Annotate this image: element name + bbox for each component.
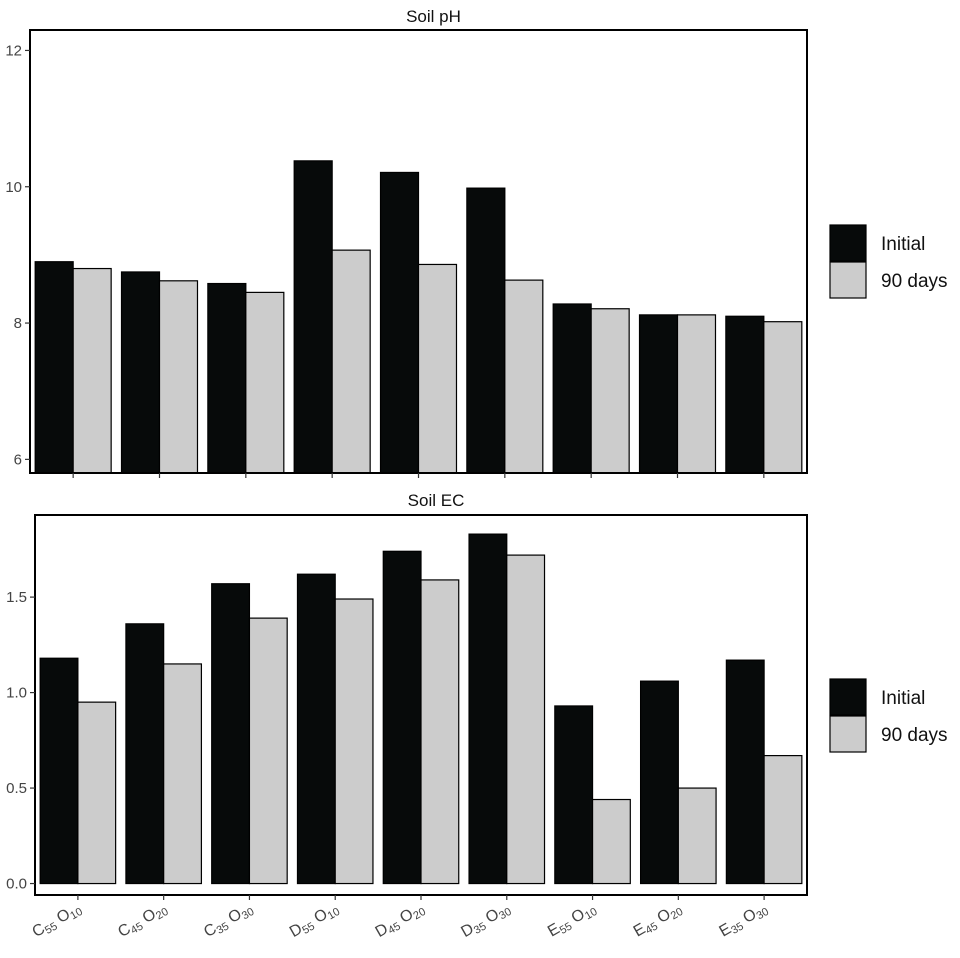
- bar-initial-4: [296, 573, 336, 885]
- bar-initial-7: [554, 705, 594, 885]
- bar-90-days-3: [248, 617, 288, 885]
- y-tick-label: 8: [14, 315, 22, 332]
- x-label-text: O: [136, 906, 159, 929]
- x-label-subscript: 35: [472, 920, 489, 937]
- x-label-subscript: 45: [386, 920, 403, 937]
- legend-label-90-days: 90 days: [881, 725, 948, 746]
- bar-initial-7: [552, 303, 592, 474]
- bar-initial-9: [725, 659, 765, 885]
- x-label-subscript: 45: [643, 920, 660, 937]
- bar-90-days-7: [590, 308, 630, 474]
- bar-initial-2: [120, 271, 161, 474]
- bar-initial-1: [34, 261, 74, 474]
- x-label-subscript: 55: [43, 920, 60, 937]
- bar-90-days-8: [677, 787, 717, 885]
- y-tick-label: 10: [5, 179, 22, 196]
- bar-initial-9: [725, 315, 765, 474]
- bar-initial-6: [466, 187, 506, 474]
- x-label-subscript: 30: [497, 906, 514, 923]
- x-label-text: O: [479, 906, 502, 929]
- bar-90-days-3: [245, 291, 285, 474]
- bar-90-days-9: [763, 754, 803, 885]
- x-label-text: O: [651, 906, 674, 929]
- bar-initial-8: [638, 314, 679, 474]
- bar-90-days-1: [72, 267, 112, 474]
- bar-90-days-5: [420, 579, 460, 885]
- x-label-subscript: 55: [558, 920, 575, 937]
- bar-initial-4: [293, 160, 333, 474]
- bar-90-days-1: [77, 701, 117, 885]
- bar-90-days-8: [676, 314, 717, 474]
- x-tick-label: D45 O20: [373, 900, 428, 943]
- x-label-subscript: 30: [240, 906, 257, 923]
- x-tick-label: E35 O30: [717, 900, 772, 942]
- bar-initial-3: [211, 583, 251, 885]
- x-tick-label: D35 O30: [458, 900, 513, 943]
- x-label-subscript: 55: [300, 920, 317, 937]
- x-label-text: O: [393, 906, 416, 929]
- bar-90-days-2: [158, 280, 199, 474]
- x-tick-label: D55 O10: [287, 900, 342, 943]
- x-label-text: O: [736, 906, 759, 929]
- legend-swatch-90-days: [829, 261, 867, 299]
- bar-90-days-4: [334, 598, 374, 885]
- y-tick-label: 1.5: [6, 589, 27, 606]
- x-tick-label: E55 O10: [545, 900, 600, 942]
- y-tick-label: 1.0: [6, 685, 27, 702]
- x-tick-label: C35 O30: [201, 900, 256, 943]
- x-label-text: O: [565, 906, 588, 929]
- legend-label-90-days: 90 days: [881, 271, 948, 292]
- x-label-subscript: 20: [669, 906, 686, 923]
- chart-panel-1: Soil pH 6 8 10 12 Initial 90 days: [5, 7, 948, 478]
- x-label-subscript: 20: [154, 906, 171, 923]
- legend-swatch-initial: [829, 678, 867, 716]
- bar-initial-6: [468, 533, 508, 885]
- y-tick-label: 0.5: [6, 780, 27, 797]
- x-label-subscript: 35: [215, 920, 232, 937]
- x-label-subscript: 10: [68, 906, 85, 923]
- chart-title: Soil pH: [406, 7, 461, 26]
- x-label-text: O: [222, 906, 245, 929]
- bar-initial-2: [125, 623, 165, 885]
- legend-swatch-initial: [829, 224, 867, 262]
- chart-panel-2: Soil EC 0.0 0.5 1.0 1.5 C55 O10 C45 O20 C35 O30…: [6, 491, 948, 943]
- bar-90-days-4: [331, 249, 371, 474]
- bar-90-days-2: [163, 663, 203, 885]
- legend-label-initial: Initial: [881, 688, 925, 709]
- x-label-subscript: 10: [583, 906, 600, 923]
- bar-90-days-6: [504, 279, 544, 474]
- bar-90-days-6: [506, 554, 546, 885]
- x-label-subscript: 35: [729, 920, 746, 937]
- x-tick-label: C45 O20: [115, 900, 170, 943]
- x-label-text: O: [50, 906, 73, 929]
- x-label-subscript: 10: [326, 906, 343, 923]
- x-label-text: O: [307, 906, 330, 929]
- x-tick-label: E45 O20: [631, 900, 686, 942]
- legend-label-initial: Initial: [881, 234, 925, 255]
- x-label-subscript: 45: [129, 920, 146, 937]
- bar-90-days-9: [763, 321, 803, 474]
- bar-90-days-7: [591, 798, 631, 885]
- bar-initial-8: [639, 680, 679, 885]
- bar-90-days-5: [417, 263, 458, 474]
- legend-swatch-90-days: [829, 715, 867, 753]
- x-tick-label: C55 O10: [30, 900, 85, 943]
- bar-initial-1: [39, 657, 79, 885]
- bar-initial-3: [207, 282, 247, 474]
- chart-title: Soil EC: [408, 491, 465, 510]
- y-tick-label: 12: [5, 42, 22, 59]
- y-tick-label: 0.0: [6, 876, 27, 893]
- x-label-subscript: 30: [755, 906, 772, 923]
- x-label-subscript: 20: [411, 906, 428, 923]
- bar-initial-5: [379, 171, 420, 474]
- bar-initial-5: [382, 550, 422, 885]
- y-tick-label: 6: [14, 451, 22, 468]
